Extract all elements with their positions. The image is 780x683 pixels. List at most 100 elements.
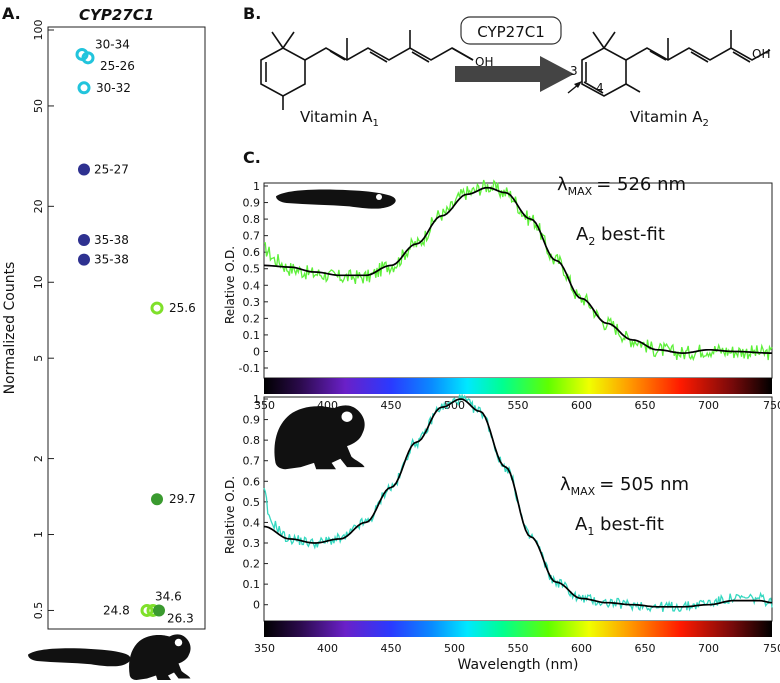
x-tick-label: 700	[698, 642, 719, 655]
x-tick-label: 550	[508, 642, 529, 655]
y-tick-label: 0.6	[243, 246, 261, 259]
panel-a-title: CYP27C1	[79, 6, 154, 24]
y-tick-label: 0.4	[243, 516, 261, 529]
data-point-label: 30-34	[95, 37, 130, 51]
y-tick-label: 1	[32, 531, 45, 538]
y-tick-label: 0.1	[243, 578, 261, 591]
panel-a-frame	[47, 26, 206, 630]
spectrum-bottom-plot: 0 0.1 0.2 0.3 0.4 0.5 0.6 0.7 0.8 0.9 1 350 400 450 50…	[243, 393, 780, 655]
data-point-label: 35-38	[94, 233, 129, 247]
panel-a-y-axis: 0.5 1 2 5 10 20 50 100	[32, 20, 54, 620]
x-tick-label: 650	[635, 642, 656, 655]
enzyme-box	[460, 16, 562, 45]
y-tick-label: 0	[253, 599, 260, 612]
x-tick-label: 550	[508, 399, 529, 412]
y-tick-label: 20	[32, 199, 45, 213]
y-tick-label: 0.2	[243, 558, 261, 571]
frog-silhouette	[129, 634, 191, 680]
y-tick-label: 0.6	[243, 475, 261, 488]
y-tick-label: 0	[253, 345, 260, 358]
enzyme-label: CYP27C1	[477, 23, 545, 41]
position-arrowhead	[574, 81, 582, 88]
y-tick-label: 2	[32, 455, 45, 462]
data-point-label: 25-26	[100, 59, 135, 73]
vitamin-a1-structure	[260, 30, 474, 110]
vitamin-a1-oh: OH	[475, 55, 493, 69]
panel-a-ylabel: Normalized Counts	[2, 262, 18, 395]
data-point-label: 24.8	[103, 603, 130, 617]
vitamin-a2-oh: OH	[752, 47, 770, 61]
data-point-ring	[150, 301, 164, 315]
vitamin-a2-structure	[581, 30, 771, 97]
spectrum-top-colorbar	[264, 378, 772, 394]
spectrum-fit-line	[263, 186, 772, 354]
y-tick-label: 0.9	[243, 197, 261, 210]
y-tick-label: 1	[253, 180, 260, 193]
position-4-label: 4	[596, 81, 604, 95]
x-tick-label: 750	[763, 642, 780, 655]
x-tick-label: 600	[571, 399, 592, 412]
data-point-label: 34.6	[155, 589, 182, 603]
data-point-filled	[153, 604, 165, 617]
data-point-filled	[78, 163, 90, 176]
data-point-label: 30-32	[96, 81, 131, 95]
data-point-ring	[140, 603, 154, 617]
y-tick-label: 0.8	[243, 434, 261, 447]
y-tick-label: 1	[253, 393, 260, 406]
panel-a-points: 30-34 25-26 30-32 25-27 35-38 35-38 25.6 29.7 34…	[75, 37, 196, 625]
data-point-ring	[77, 81, 91, 95]
data-point-ring	[81, 51, 95, 65]
y-tick-label: 0.7	[243, 455, 261, 468]
spectrum-data-line	[263, 179, 773, 362]
fit-label-top: A2 best-fit	[576, 224, 665, 248]
panel-c-letter: C.	[243, 148, 261, 167]
panel-b-letter: B.	[243, 4, 261, 23]
x-tick-label: 650	[635, 399, 656, 412]
lambda-max-top: λMAX = 526 nm	[557, 174, 686, 198]
y-tick-label: 0.2	[243, 312, 261, 325]
y-tick-label: 10	[32, 275, 45, 289]
y-tick-label: 0.4	[243, 279, 261, 292]
panel-a-letter: A.	[2, 4, 21, 23]
data-point-label: 26.3	[167, 611, 194, 625]
data-point-filled	[78, 234, 90, 247]
y-tick-label: 0.3	[243, 296, 261, 309]
frog-icon	[274, 405, 365, 470]
y-tick-label: -0.1	[239, 362, 260, 375]
y-tick-label: 0.5	[32, 602, 45, 620]
fit-label-bottom: A1 best-fit	[575, 514, 664, 538]
data-point-label: 25-27	[94, 162, 129, 176]
y-tick-label: 0.7	[243, 230, 261, 243]
y-tick-label: 0.5	[243, 496, 261, 509]
x-tick-label: 400	[317, 642, 338, 655]
x-tick-label: 450	[381, 642, 402, 655]
spectrum-fit-line	[263, 398, 773, 608]
y-tick-label: 0.1	[243, 329, 261, 342]
data-point-label: 25.6	[169, 301, 196, 315]
lambda-max-bottom: λMAX = 505 nm	[560, 474, 689, 498]
spectrum-bottom-colorbar	[264, 621, 772, 637]
x-tick-label: 450	[381, 399, 402, 412]
spectrum-bottom-ylabel: Relative O.D.	[223, 476, 237, 554]
data-point-filled	[151, 493, 163, 506]
data-point-label: 29.7	[169, 492, 196, 506]
y-tick-label: 0.5	[243, 263, 261, 276]
position-3-label: 3	[570, 64, 578, 78]
vitamin-a2-label: Vitamin A2	[630, 108, 709, 129]
x-tick-label: 500	[444, 642, 465, 655]
tadpole-silhouette	[28, 648, 131, 667]
reaction-arrow	[455, 56, 574, 92]
y-tick-label: 0.8	[243, 213, 261, 226]
tadpole-eye	[376, 194, 382, 200]
y-tick-label: 100	[32, 20, 45, 41]
y-tick-label: 0.3	[243, 537, 261, 550]
data-point-filled	[78, 253, 90, 266]
spectrum-top-ylabel: Relative O.D.	[223, 246, 237, 324]
data-point-label: 35-38	[94, 253, 129, 267]
x-tick-label: 350	[254, 642, 275, 655]
y-tick-label: 0.9	[243, 414, 261, 427]
x-tick-label: 700	[698, 399, 719, 412]
y-tick-label: 50	[32, 99, 45, 113]
